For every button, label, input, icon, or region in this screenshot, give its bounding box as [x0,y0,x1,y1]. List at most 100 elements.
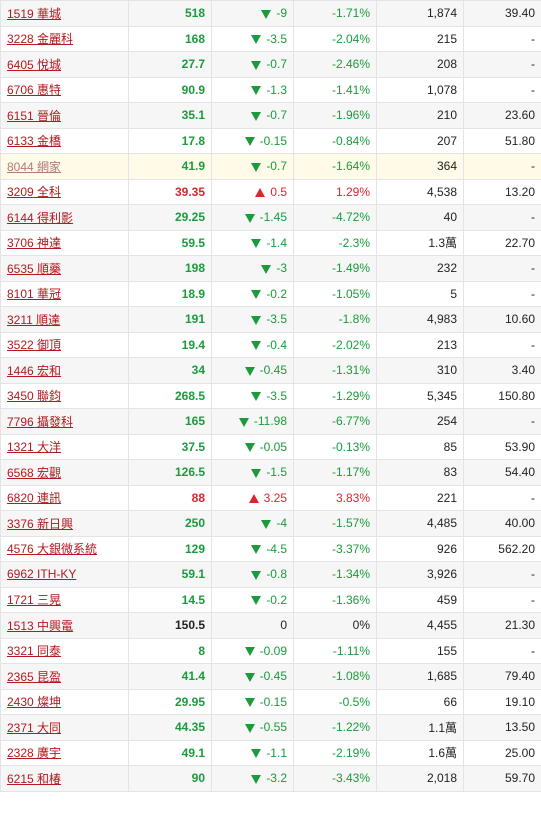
stock-link[interactable]: 8101 華冠 [7,287,62,302]
table-row[interactable]: 3706 神達 59.5 -1.4 -2.3% 1.3萬 22.70 [0,229,541,256]
stock-link[interactable]: 3211 順達 [7,312,61,327]
price-cell: 126.5 [128,459,212,486]
stock-link[interactable]: 2365 昆盈 [7,669,62,684]
table-row[interactable]: 2371 大同 44.35 -0.55 -1.22% 1.1萬 13.50 [0,714,541,741]
volume-cell: 208 [376,51,464,78]
stock-link[interactable]: 1721 三晃 [7,593,62,608]
stock-link[interactable]: 6133 金橋 [7,134,62,149]
change-cell: -3.2 [211,765,294,792]
change-cell: -0.09 [211,637,294,664]
table-row[interactable]: 7796 攝發科 165 -11.98 -6.77% 254- [0,408,541,435]
stock-link[interactable]: 6405 悅城 [7,57,62,72]
table-row[interactable]: 6535 順藥 198 -3 -1.49% 232- [0,255,541,282]
table-row[interactable]: 6215 和椿 90 -3.2 -3.43% 2,018 59.70 [0,765,541,792]
table-row[interactable]: 6568 宏觀 126.5 -1.5 -1.17% 83 54.40 [0,459,541,486]
change-percent-cell: -1.22% [293,714,377,741]
table-row[interactable]: 6151 晉倫 35.1 -0.7 -1.96% 210 23.60 [0,102,541,129]
stock-link[interactable]: 2371 大同 [7,720,62,735]
down-arrow-icon [244,213,255,223]
stock-link[interactable]: 4576 大銀微系統 [7,542,98,557]
stock-link[interactable]: 6151 晉倫 [7,108,62,123]
pe-ratio-cell: 40.00 [463,510,541,537]
stock-link[interactable]: 1513 中興電 [7,618,74,633]
table-row[interactable]: 1519 華城 518 -9 -1.71% 1,874 39.40 [0,0,541,27]
stock-link[interactable]: 6144 得利影 [7,210,74,225]
table-row[interactable]: 6405 悅城 27.7 -0.7 -2.46% 208- [0,51,541,78]
table-row[interactable]: 8101 華冠 18.9 -0.2 -1.05% 5- [0,280,541,307]
table-row[interactable]: 6706 惠特 90.9 -1.3 -1.41% 1,078- [0,76,541,103]
change-percent-cell: -2.02% [293,331,377,358]
table-row[interactable]: 6133 金橋 17.8 -0.15 -0.84% 207 51.80 [0,127,541,154]
volume-cell: 1,685 [376,663,464,690]
volume-cell: 213 [376,331,464,358]
down-arrow-icon [251,315,262,325]
change-percent-cell: -3.43% [293,765,377,792]
change-percent-cell: -0.13% [293,433,377,460]
change-cell: -0.2 [211,586,294,613]
pe-ratio-cell: 59.70 [463,765,541,792]
stock-name-cell: 1446 宏和 [0,357,129,384]
change-value: -1.5 [266,465,287,480]
change-percent-cell: 1.29% [293,178,377,205]
price-cell: 41.9 [128,153,212,180]
table-row[interactable]: 2430 燦坤 29.95 -0.15 -0.5% 66 19.10 [0,688,541,715]
stock-link[interactable]: 3228 金麗科 [7,32,74,47]
table-row[interactable]: 3522 御頂 19.4 -0.4 -2.02% 213- [0,331,541,358]
stock-link[interactable]: 3450 聯鈞 [7,389,62,404]
stock-name-cell: 2430 燦坤 [0,688,129,715]
stock-link[interactable]: 2328 廣宇 [7,746,62,761]
change-value: -0.4 [266,337,287,352]
down-arrow-icon [251,86,262,96]
stock-link[interactable]: 6820 連訊 [7,491,62,506]
table-row[interactable]: 2328 廣宇 49.1 -1.1 -2.19% 1.6萬 25.00 [0,739,541,766]
stock-link[interactable]: 6568 宏觀 [7,465,62,480]
stock-link[interactable]: 1519 華城 [7,6,62,21]
pe-ratio-cell: - [463,51,541,78]
stock-name-cell: 8044 網家 [0,153,129,180]
table-row[interactable]: 6820 連訊 88 3.25 3.83% 221- [0,484,541,511]
table-row[interactable]: 3209 全科 39.35 0.5 1.29% 4,538 13.20 [0,178,541,205]
change-cell: 0.5 [211,178,294,205]
stock-link[interactable]: 1321 大洋 [7,440,62,455]
table-row[interactable]: 4576 大銀微系統 129 -4.5 -3.37% 926 562.20 [0,535,541,562]
price-cell: 191 [128,306,212,333]
change-value: -11.98 [253,414,287,429]
volume-cell: 459 [376,586,464,613]
price-cell: 19.4 [128,331,212,358]
table-row[interactable]: 1513 中興電 150.5 0 0% 4,455 21.30 [0,612,541,639]
table-row[interactable]: 3450 聯鈞 268.5 -3.5 -1.29% 5,345 150.80 [0,382,541,409]
stock-link[interactable]: 6706 惠特 [7,83,62,98]
stock-link[interactable]: 3522 御頂 [7,338,62,353]
table-row[interactable]: 3228 金麗科 168 -3.5 -2.04% 215- [0,25,541,52]
stock-link[interactable]: 3321 同泰 [7,644,62,659]
stock-link[interactable]: 6535 順藥 [7,261,62,276]
table-row[interactable]: 1321 大洋 37.5 -0.05 -0.13% 85 53.90 [0,433,541,460]
table-row[interactable]: 6144 得利影 29.25 -1.45 -4.72% 40- [0,204,541,231]
stock-link[interactable]: 3209 全科 [7,185,62,200]
table-row[interactable]: 3211 順達 191 -3.5 -1.8% 4,983 10.60 [0,306,541,333]
price-cell: 44.35 [128,714,212,741]
stock-name-cell: 6215 和椿 [0,765,129,792]
pe-ratio-cell: 13.50 [463,714,541,741]
price-cell: 29.25 [128,204,212,231]
stock-link[interactable]: 2430 燦坤 [7,695,62,710]
table-row[interactable]: 1721 三晃 14.5 -0.2 -1.36% 459- [0,586,541,613]
table-row[interactable]: 3376 新日興 250 -4 -1.57% 4,485 40.00 [0,510,541,537]
table-row[interactable]: 1446 宏和 34 -0.45 -1.31% 310 3.40 [0,357,541,384]
change-percent-cell: -2.04% [293,25,377,52]
table-row[interactable]: 3321 同泰 8 -0.09 -1.11% 155- [0,637,541,664]
table-row[interactable]: 6962 ITH-KY 59.1 -0.8 -1.34% 3,926- [0,561,541,588]
stock-name-cell: 3211 順達 [0,306,129,333]
stock-link[interactable]: 8044 網家 [7,159,62,174]
change-cell: -0.45 [211,663,294,690]
stock-link[interactable]: 7796 攝發科 [7,414,74,429]
price-cell: 34 [128,357,212,384]
stock-link[interactable]: 3706 神達 [7,236,62,251]
table-row[interactable]: 2365 昆盈 41.4 -0.45 -1.08% 1,685 79.40 [0,663,541,690]
stock-link[interactable]: 6962 ITH-KY [7,567,77,582]
pe-ratio-cell: - [463,25,541,52]
stock-link[interactable]: 1446 宏和 [7,363,62,378]
table-row[interactable]: 8044 網家 41.9 -0.7 -1.64% 364- [0,153,541,180]
stock-link[interactable]: 6215 和椿 [7,771,62,786]
stock-link[interactable]: 3376 新日興 [7,516,74,531]
